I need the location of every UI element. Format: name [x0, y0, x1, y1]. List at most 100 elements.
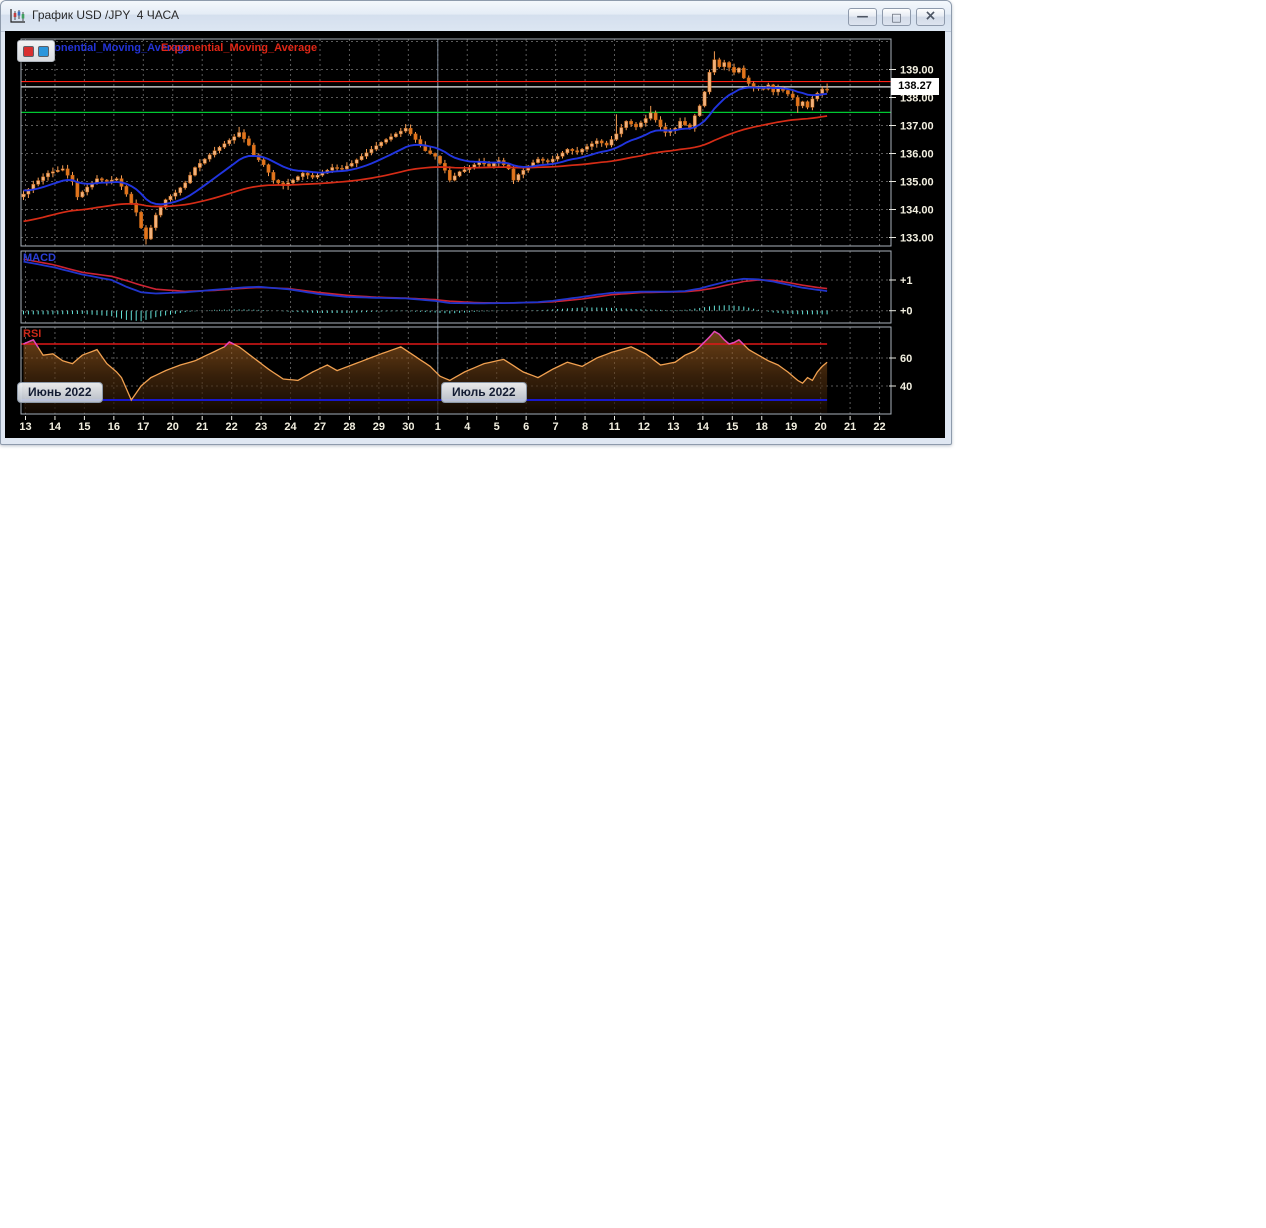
candle-body [741, 67, 746, 79]
rsi-fill-area [23, 331, 828, 413]
rsi-overbought-segment [723, 339, 730, 345]
candle-body [124, 186, 129, 195]
candle-body [296, 176, 300, 181]
candle-body [629, 121, 633, 125]
candle-body [619, 127, 624, 135]
candle-body [653, 112, 658, 121]
candle-body [65, 168, 70, 176]
red-marker-button[interactable] [23, 45, 34, 57]
rsi-overbought-segment [718, 333, 725, 341]
maximize-icon: □ [891, 10, 902, 24]
candle-body [580, 149, 584, 153]
candle-body [707, 72, 712, 93]
rsi-overbought-segment [704, 336, 710, 343]
candle-body [712, 59, 717, 73]
window-titlebar[interactable]: График USD /JPY 4 ЧАСА — □ × [1, 1, 951, 32]
candle-body [202, 158, 207, 164]
rsi-overbought-segment [23, 341, 29, 345]
rsi-overbought-segment [738, 339, 745, 346]
candle-body [565, 149, 570, 154]
maximize-button[interactable]: □ [882, 8, 911, 26]
candle-body [702, 91, 707, 107]
candle-body [624, 121, 629, 128]
candle-body [545, 160, 550, 163]
candle-body [369, 149, 374, 154]
price-axis-label: 135.00 [900, 177, 934, 189]
candle-body [394, 133, 398, 137]
candle-body [737, 67, 741, 73]
candle-body [389, 136, 393, 140]
candle-body [643, 118, 648, 123]
minimize-button[interactable]: — [848, 8, 877, 26]
candle-body [683, 121, 687, 126]
close-button[interactable]: × [916, 8, 945, 26]
current-price-tag: 138.27 [891, 78, 939, 95]
candle-body [717, 59, 722, 67]
candle-body [291, 179, 295, 184]
candle-body [227, 139, 232, 144]
candle-body [648, 112, 653, 119]
candle-body [815, 93, 820, 100]
rsi-overbought-segment [708, 330, 715, 338]
rsi-overbought-segment [733, 339, 740, 344]
macd-line [23, 260, 828, 305]
candle-body [168, 195, 173, 200]
month-button-june[interactable]: Июнь 2022 [17, 382, 103, 403]
candle-body [21, 193, 26, 198]
candle-body [795, 97, 800, 107]
candle-body [266, 164, 271, 173]
candle-body [536, 158, 540, 163]
candle-body [786, 90, 790, 95]
candle-body [639, 122, 643, 128]
candle-body [158, 207, 163, 216]
date-axis-label: 12 [638, 421, 650, 433]
candle-body [178, 187, 183, 193]
rsi-overbought-segment [699, 341, 706, 348]
date-axis-label: 4 [464, 421, 471, 433]
candle-body [550, 158, 555, 163]
date-axis-label: 23 [255, 421, 267, 433]
candle-body [408, 128, 413, 135]
candle-body [379, 142, 384, 147]
date-axis-label: 20 [815, 421, 827, 433]
candle-body [403, 128, 408, 132]
candle-body [153, 214, 158, 228]
candle-body [555, 156, 560, 160]
month-button-july[interactable]: Июль 2022 [441, 382, 527, 403]
candle-body [41, 176, 45, 181]
candle-body [237, 132, 241, 137]
rsi-layer [21, 330, 828, 413]
price-axis-label: 137.00 [900, 121, 934, 133]
legend-ema-slow: Exponential_Moving_Average [161, 42, 318, 54]
candle-body [805, 101, 810, 108]
candle-body [722, 62, 727, 67]
blue-marker-button[interactable] [38, 45, 49, 57]
candle-body [428, 150, 433, 154]
candle-body [447, 170, 452, 181]
candle-body [570, 149, 575, 151]
date-axis-label: 27 [314, 421, 326, 433]
candle-body [810, 98, 815, 108]
candle-body [678, 121, 682, 129]
rsi-pane-label: RSI [23, 328, 42, 340]
date-axis-label: 11 [609, 421, 621, 433]
candle-body [104, 179, 109, 182]
candle-body [80, 191, 85, 198]
candle-body [276, 179, 281, 184]
rsi-axis-label: 60 [900, 353, 912, 365]
candle-body [345, 165, 349, 170]
date-axis-label: 13 [667, 421, 679, 433]
candle-body [55, 170, 60, 172]
chart-canvas[interactable]: 139.00 138.00 137.00 136.00 135.00 134.00 133.… [5, 31, 945, 438]
date-axis-label: 17 [137, 421, 149, 433]
date-axis-label: 7 [553, 421, 559, 433]
candle-body [359, 156, 364, 161]
date-axis-label: 30 [402, 421, 414, 433]
candle-body [820, 88, 825, 94]
rsi-overbought-segment [223, 341, 230, 348]
date-axis-label: 21 [196, 421, 208, 433]
candle-body [413, 133, 418, 140]
app-icon [10, 9, 25, 23]
price-axis-label: 136.00 [900, 149, 934, 161]
chart-client-area: 139.00 138.00 137.00 136.00 135.00 134.00 133.… [5, 31, 945, 438]
